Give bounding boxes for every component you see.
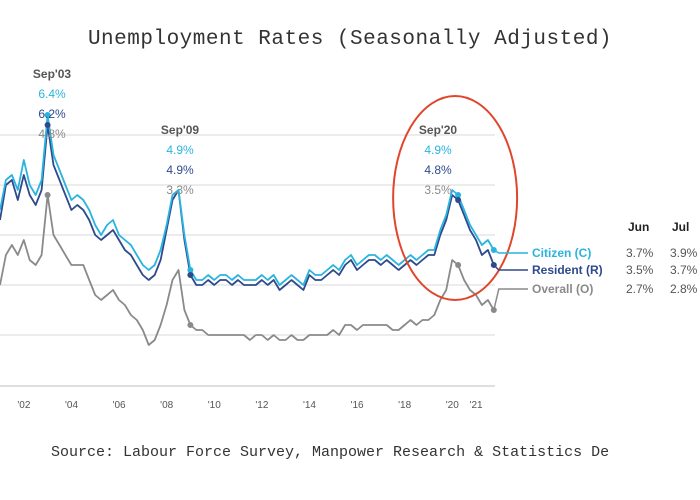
latest-value: 3.7% bbox=[626, 246, 654, 260]
peak-value: 4.8% bbox=[424, 163, 452, 177]
x-tick-label: '14 bbox=[303, 400, 316, 411]
latest-column-header: Jun bbox=[628, 220, 649, 234]
legend-label: Resident (R) bbox=[532, 263, 603, 277]
source-note: Source: Labour Force Survey, Manpower Re… bbox=[51, 444, 610, 461]
peak-dot bbox=[187, 267, 194, 273]
peak-label: Sep'09 bbox=[161, 123, 200, 137]
peak-dot bbox=[44, 122, 51, 128]
series-line-1 bbox=[0, 124, 495, 291]
peak-value: 6.4% bbox=[38, 87, 66, 101]
peak-value: 4.9% bbox=[166, 163, 194, 177]
peak-dot bbox=[187, 272, 194, 278]
latest-value: 2.7% bbox=[626, 282, 654, 296]
peak-value: 4.9% bbox=[424, 143, 452, 157]
x-tick-label: '04 bbox=[65, 400, 78, 411]
peak-value: 4.8% bbox=[38, 127, 66, 141]
peak-dot bbox=[455, 192, 462, 198]
x-tick-label: '12 bbox=[255, 400, 268, 411]
latest-value: 2.8% bbox=[670, 282, 698, 296]
x-tick-label: '02 bbox=[17, 400, 30, 411]
latest-column-header: Jul bbox=[672, 220, 689, 234]
legend-label: Citizen (C) bbox=[532, 246, 591, 260]
series-line-2 bbox=[0, 194, 495, 346]
legend-leader bbox=[493, 264, 528, 271]
x-tick-label: '20 bbox=[446, 400, 459, 411]
peak-dot bbox=[44, 112, 51, 118]
peak-value: 6.2% bbox=[38, 107, 66, 121]
x-tick-label: '10 bbox=[208, 400, 221, 411]
peak-dot bbox=[455, 197, 462, 203]
peak-dot bbox=[44, 192, 51, 198]
peak-dot bbox=[455, 262, 462, 268]
series-line-0 bbox=[0, 114, 495, 286]
x-tick-label: '18 bbox=[398, 400, 411, 411]
highlight-ellipse bbox=[392, 95, 519, 301]
legend-label: Overall (O) bbox=[532, 282, 593, 296]
peak-label: Sep'03 bbox=[33, 67, 72, 81]
chart-title: Unemployment Rates (Seasonally Adjusted) bbox=[87, 28, 613, 51]
latest-value: 3.5% bbox=[626, 263, 654, 277]
peak-value: 3.5% bbox=[424, 183, 452, 197]
peak-label: Sep'20 bbox=[419, 123, 458, 137]
latest-value: 3.9% bbox=[670, 246, 698, 260]
x-tick-label: '08 bbox=[160, 400, 173, 411]
x-tick-label: '16 bbox=[351, 400, 364, 411]
latest-value: 3.7% bbox=[670, 263, 698, 277]
peak-value: 4.9% bbox=[166, 143, 194, 157]
legend-leader bbox=[493, 249, 528, 254]
peak-value: 3.3% bbox=[166, 183, 194, 197]
peak-dot bbox=[187, 322, 194, 328]
x-tick-label: '06 bbox=[113, 400, 126, 411]
legend-leader bbox=[493, 288, 528, 311]
x-tick-label: '21 bbox=[470, 400, 483, 411]
